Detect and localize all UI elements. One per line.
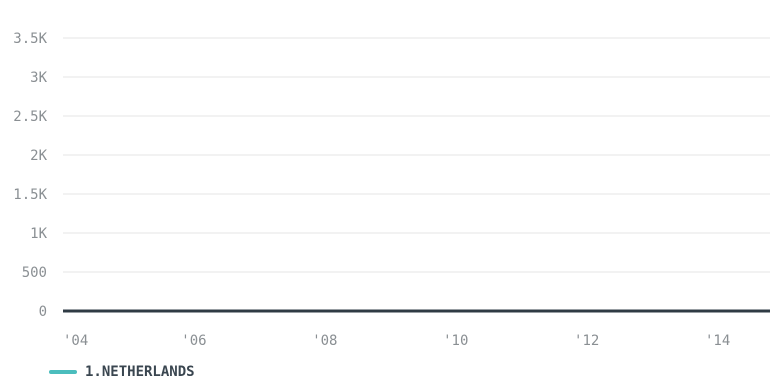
x-tick-label: '14 <box>705 333 730 349</box>
legend-swatch <box>49 370 77 374</box>
grid-lines <box>63 37 770 273</box>
y-tick-label: 2K <box>30 148 47 164</box>
legend-label-series: 1.NETHERLANDS <box>85 364 195 380</box>
y-tick-label: 1.5K <box>13 187 47 203</box>
y-tick-label: 0 <box>39 304 47 320</box>
y-axis-tick-labels: 0 500 1K 1.5K 2K 2.5K 3K 3.5K <box>13 31 47 320</box>
x-tick-label: '06 <box>181 333 206 349</box>
y-tick-label: 3K <box>30 70 47 86</box>
x-tick-label: '08 <box>312 333 337 349</box>
x-axis-tick-labels: '04 '06 '08 '10 '12 '14 <box>63 333 730 349</box>
x-tick-label: '12 <box>574 333 599 349</box>
y-tick-label: 1K <box>30 226 47 242</box>
y-tick-label: 2.5K <box>13 109 47 125</box>
y-tick-label: 500 <box>22 265 47 281</box>
y-tick-label: 3.5K <box>13 31 47 47</box>
legend: 1.NETHERLANDS <box>49 362 195 382</box>
x-tick-label: '10 <box>443 333 468 349</box>
x-tick-label: '04 <box>63 333 88 349</box>
